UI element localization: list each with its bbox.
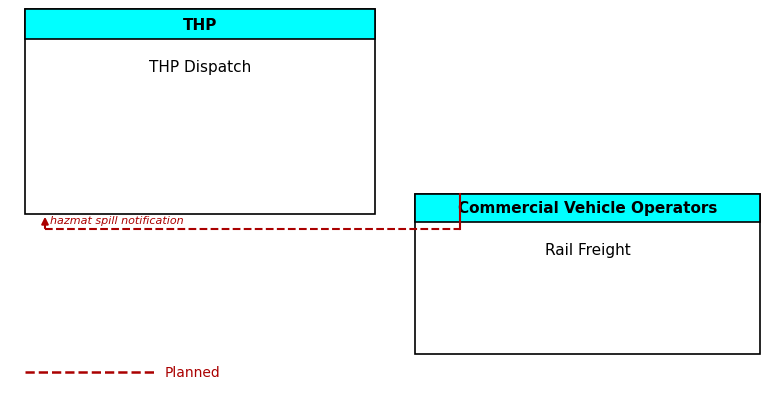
Bar: [25, 10, 375, 214]
Text: THP: THP: [183, 18, 217, 32]
Text: THP Dispatch: THP Dispatch: [149, 60, 251, 75]
Bar: [25, 10, 375, 40]
Text: hazmat spill notification: hazmat spill notification: [50, 216, 184, 225]
Bar: [415, 195, 760, 222]
Bar: [415, 195, 760, 354]
Text: Rail Freight: Rail Freight: [544, 243, 630, 257]
Text: Commercial Vehicle Operators: Commercial Vehicle Operators: [457, 201, 717, 216]
Text: Planned: Planned: [165, 365, 221, 379]
